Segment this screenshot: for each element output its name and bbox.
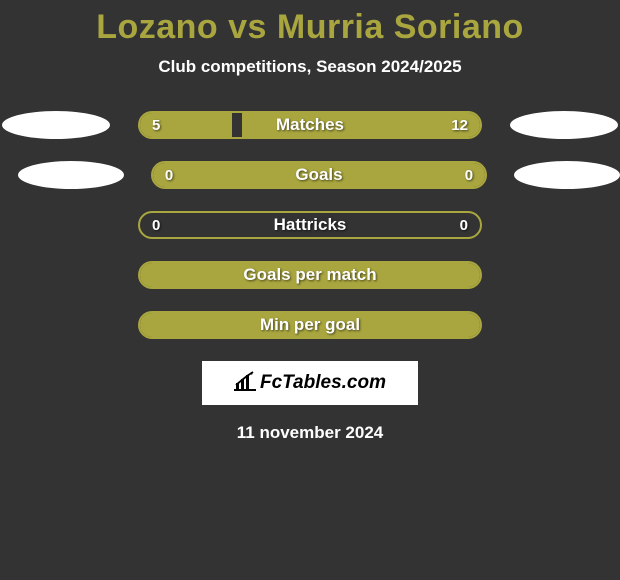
date-text: 11 november 2024 — [0, 423, 620, 443]
stat-label: Matches — [140, 113, 480, 137]
logo-text: FcTables.com — [260, 372, 386, 394]
chart-icon — [234, 371, 256, 396]
oval-spacer — [510, 211, 618, 239]
player-right-oval — [514, 161, 620, 189]
stat-bar: Goals per match — [138, 261, 482, 289]
stat-row: 00Goals — [0, 161, 620, 189]
player-left-oval — [18, 161, 124, 189]
stat-row: 00Hattricks — [0, 211, 620, 239]
oval-spacer — [2, 211, 110, 239]
player-left-oval — [2, 111, 110, 139]
stat-label: Min per goal — [140, 313, 480, 337]
stat-bar: 00Hattricks — [138, 211, 482, 239]
logo-box: FcTables.com — [202, 361, 418, 405]
logo: FcTables.com — [234, 371, 386, 396]
oval-spacer — [510, 261, 618, 289]
player-right-oval — [510, 111, 618, 139]
stat-row: Min per goal — [0, 311, 620, 339]
stat-row: 512Matches — [0, 111, 620, 139]
comparison-infographic: Lozano vs Murria Soriano Club competitio… — [0, 0, 620, 580]
oval-spacer — [510, 311, 618, 339]
stat-row: Goals per match — [0, 261, 620, 289]
stat-label: Hattricks — [140, 213, 480, 237]
stat-bar: 00Goals — [151, 161, 487, 189]
oval-spacer — [2, 261, 110, 289]
stat-label: Goals — [153, 163, 485, 187]
page-subtitle: Club competitions, Season 2024/2025 — [0, 57, 620, 77]
stat-bar: Min per goal — [138, 311, 482, 339]
oval-spacer — [2, 311, 110, 339]
stat-label: Goals per match — [140, 263, 480, 287]
page-title: Lozano vs Murria Soriano — [0, 0, 620, 47]
stat-rows: 512Matches 00Goals 00Hattricks Goals per ma… — [0, 111, 620, 339]
stat-bar: 512Matches — [138, 111, 482, 139]
